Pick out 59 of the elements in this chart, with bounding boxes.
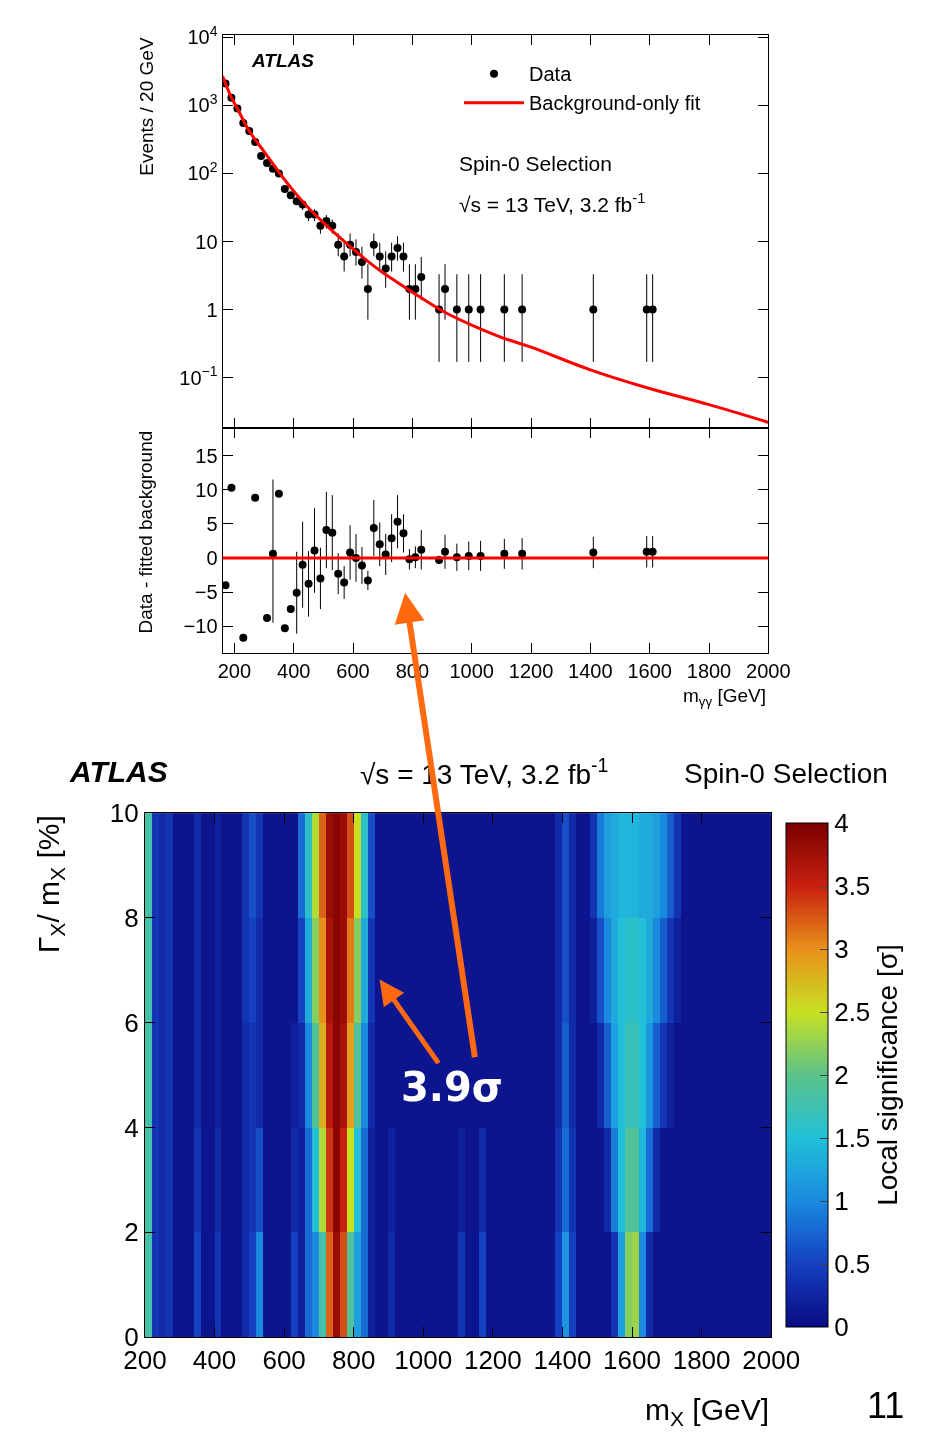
x-tick-label: 1800 xyxy=(686,660,732,683)
y-tick-label: −5 xyxy=(194,581,218,604)
y-tick-label: 4 xyxy=(124,1112,139,1143)
color-bar-label: 3 xyxy=(834,934,849,965)
y-tick-label: 10 xyxy=(109,798,139,829)
color-bar-label: 4 xyxy=(834,808,849,839)
x-tick-label: 200 xyxy=(123,1345,167,1376)
x-tick-label: 1200 xyxy=(463,1345,522,1376)
y-tick-label: 5 xyxy=(206,512,218,535)
x-tick-label: 1000 xyxy=(449,660,494,683)
y-tick-label: −10 xyxy=(183,615,218,638)
color-bar-label: 2 xyxy=(834,1060,849,1091)
x-tick-label: 400 xyxy=(192,1345,237,1376)
x-tick-label: 2000 xyxy=(742,1345,801,1376)
y-tick-label: 10 xyxy=(195,230,218,253)
color-bar-label: 0 xyxy=(834,1312,849,1343)
x-tick-label: 1800 xyxy=(672,1345,731,1376)
x-axis-title: m$_{X}$ [GeV] xyxy=(645,1393,770,1431)
y-tick-label: 2 xyxy=(124,1217,139,1248)
y-tick-label: 10 xyxy=(195,478,218,501)
annotation: ATLAS xyxy=(251,50,315,71)
annotation: √s = 13 TeV, 3.2 fb$^{-1}$ xyxy=(459,190,646,216)
y-tick-label: 10$^{−1}$ xyxy=(179,363,218,389)
legend-label: Background-only fit xyxy=(529,92,701,115)
y-tick-label: 10$^{2}$ xyxy=(187,159,218,185)
text: ATLAS xyxy=(69,755,168,788)
legend-label: Data xyxy=(529,63,573,86)
x-tick-label: 600 xyxy=(262,1345,306,1376)
y-tick-label: 0 xyxy=(206,546,218,569)
color-bar-label: 1.5 xyxy=(834,1123,871,1154)
x-tick-label: 2000 xyxy=(746,660,791,683)
x-tick-label: 1400 xyxy=(568,660,613,683)
text: Spin-0 Selection xyxy=(684,758,888,789)
color-bar-title: Local significance [σ] xyxy=(872,944,904,1206)
color-bar-label: 0.5 xyxy=(834,1249,871,1280)
y-tick-label: 8 xyxy=(124,902,139,933)
x-tick-label: 1000 xyxy=(394,1345,453,1376)
x-tick-label: 800 xyxy=(332,1345,376,1376)
x-tick-label: 600 xyxy=(336,660,370,683)
x-tick-label: 1600 xyxy=(603,1345,661,1376)
x-tick-label: 400 xyxy=(277,660,311,683)
y-axis-title: Data - fitted background xyxy=(134,430,156,634)
color-bar-label: 1 xyxy=(834,1186,849,1217)
y-tick-label: 10$^{3}$ xyxy=(187,91,218,117)
x-tick-label: 1600 xyxy=(627,660,672,683)
color-bar-label: 3.5 xyxy=(834,871,871,902)
y-tick-label: 1 xyxy=(206,298,218,321)
x-tick-label: 1200 xyxy=(508,660,554,683)
y-tick-label: 15 xyxy=(195,444,218,467)
x-tick-label: 200 xyxy=(217,660,252,683)
x-axis-title: m$_{γγ}$ [GeV] xyxy=(683,685,766,709)
annotation: 3.9σ xyxy=(401,1064,504,1110)
y-axis-title: Events / 20 GeV xyxy=(135,37,157,176)
y-tick-label: 10$^{4}$ xyxy=(187,23,218,49)
y-tick-label: 6 xyxy=(124,1007,139,1038)
color-bar-label: 2.5 xyxy=(834,997,871,1028)
annotation: Spin-0 Selection xyxy=(459,152,612,175)
text: 11 xyxy=(867,1385,905,1426)
x-tick-label: 1400 xyxy=(533,1345,592,1376)
